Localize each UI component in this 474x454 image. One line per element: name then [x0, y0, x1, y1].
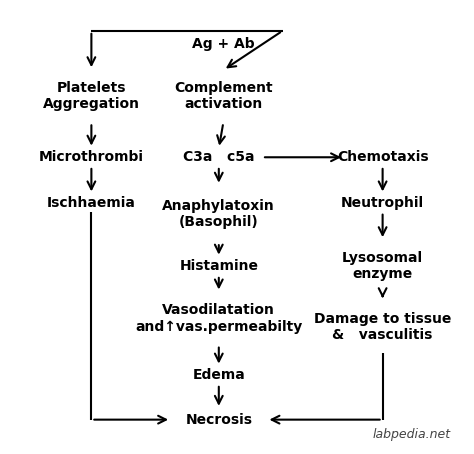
Text: Ag + Ab: Ag + Ab [192, 37, 255, 51]
Text: Chemotaxis: Chemotaxis [337, 150, 428, 164]
Text: C3a   c5a: C3a c5a [183, 150, 255, 164]
Text: Necrosis: Necrosis [185, 413, 252, 427]
Text: Microthrombi: Microthrombi [39, 150, 144, 164]
Text: Histamine: Histamine [179, 259, 258, 273]
Text: Lysosomal
enzyme: Lysosomal enzyme [342, 251, 423, 281]
Text: Ischhaemia: Ischhaemia [47, 196, 136, 210]
Text: Platelets
Aggregation: Platelets Aggregation [43, 81, 140, 111]
Text: Complement
activation: Complement activation [174, 81, 273, 111]
Text: Damage to tissue
&   vasculitis: Damage to tissue & vasculitis [314, 312, 451, 342]
Text: labpedia.net: labpedia.net [373, 428, 451, 440]
Text: Vasodilatation
and↑vas.permeabilty: Vasodilatation and↑vas.permeabilty [135, 303, 302, 334]
Text: Anaphylatoxin
(Basophil): Anaphylatoxin (Basophil) [163, 199, 275, 229]
Text: Edema: Edema [192, 368, 245, 382]
Text: Neutrophil: Neutrophil [341, 196, 424, 210]
